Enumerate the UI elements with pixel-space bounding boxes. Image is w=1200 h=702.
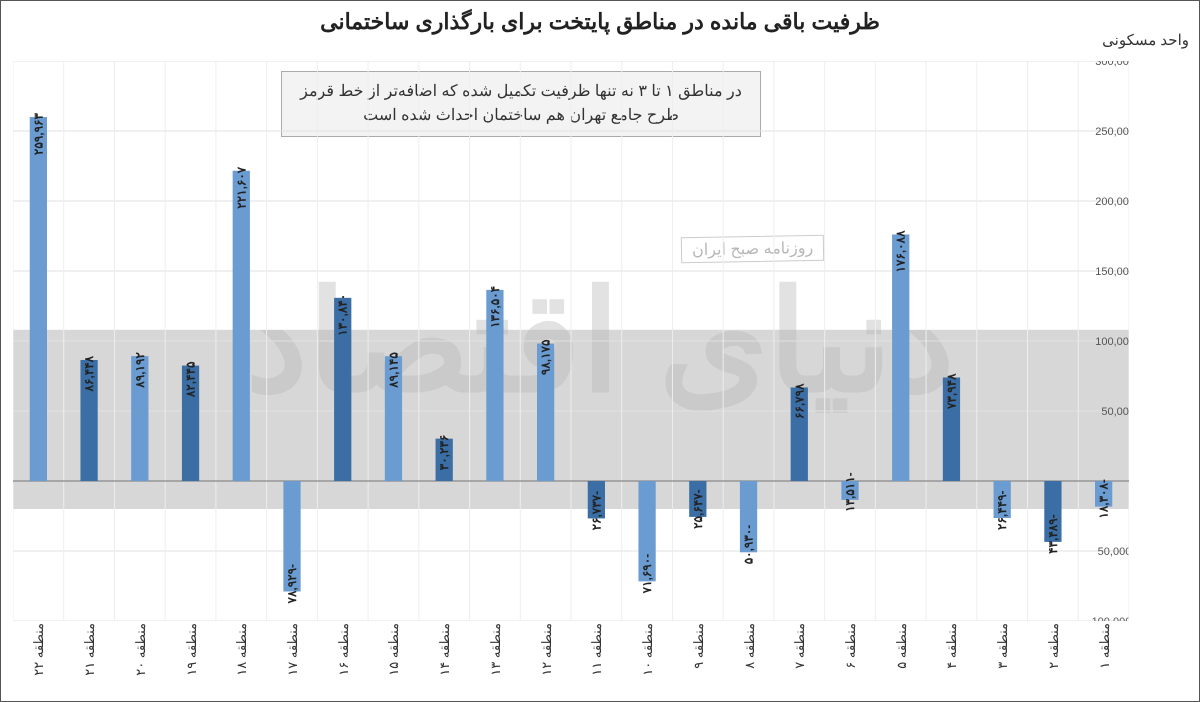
bar-label: -۷۱,۶۹۰ [640, 554, 654, 595]
x-category-label: منطقه ۴ [944, 623, 959, 669]
bar-label: ۶۶,۷۹۸ [792, 383, 806, 419]
x-category-label: منطقه ۱۵ [386, 623, 401, 676]
x-category-label: منطقه ۷ [792, 623, 807, 669]
bar-label: ۸۹,۱۹۲ [133, 352, 147, 389]
bar-label: -۱۸,۳۰۸ [1097, 479, 1111, 519]
x-category-label: منطقه ۱۰ [640, 623, 655, 676]
x-category-label: منطقه ۳ [995, 623, 1010, 669]
ytick-label: 200,000 [1095, 196, 1129, 208]
x-category-label: منطقه ۱۸ [234, 623, 249, 676]
x-category-label: منطقه ۲۱ [82, 623, 97, 676]
x-category-label: منطقه ۵ [894, 623, 909, 669]
ytick-label: 300,000 [1095, 61, 1129, 68]
bar-label: ۲۲۱,۶۰۷ [234, 166, 248, 209]
x-category-label: منطقه ۱۷ [285, 623, 300, 676]
bar-label: -۲۵,۶۴۷ [691, 489, 705, 529]
plot-area: -100,000-50,000050,000100,000150,000200,… [13, 61, 1129, 621]
ytick-label: -100,000 [1092, 616, 1129, 621]
ytick-label: 150,000 [1095, 266, 1129, 278]
bar-label: -۴۳,۴۸۹ [1046, 514, 1060, 554]
x-category-label: منطقه ۱۴ [437, 623, 452, 676]
x-category-label: منطقه ۱۱ [589, 623, 604, 676]
x-axis-labels: منطقه ۱ منطقه ۲ منطقه ۳ منطقه ۴ منطقه ۵ منطقه… [13, 623, 1129, 695]
bar-label: ۸۶,۴۴۸ [82, 355, 96, 392]
ytick-label: 50,000 [1101, 406, 1129, 418]
bar-label: ۱۳۶,۵۰۴ [488, 286, 502, 328]
x-category-label: منطقه ۲۲ [31, 623, 46, 676]
chart-container: ظرفیت باقی مانده در مناطق پایتخت برای با… [0, 0, 1200, 702]
x-category-label: منطقه ۲۰ [133, 623, 148, 676]
bar-label: ۸۲,۴۴۵ [184, 361, 198, 398]
bar-label: -۷۸,۹۲۹ [285, 564, 299, 605]
bar-label: ۳۰,۲۳۶ [437, 435, 451, 471]
x-category-label: منطقه ۶ [843, 623, 858, 669]
chart-title: ظرفیت باقی مانده در مناطق پایتخت برای با… [1, 9, 1199, 35]
x-category-label: منطقه ۱۶ [336, 623, 351, 676]
x-category-label: منطقه ۱۳ [488, 623, 503, 676]
x-category-label: منطقه ۱ [1097, 623, 1112, 669]
bar-label: -۲۶,۴۴۹ [995, 490, 1009, 530]
bar-label: -۱۳,۵۱۱ [843, 472, 857, 512]
bar-label: ۸۹,۱۴۵ [386, 352, 400, 389]
x-category-label: منطقه ۱۲ [539, 623, 554, 676]
bar-label: ۱۷۶,۰۸۸ [894, 230, 908, 273]
bar-label: -۲۶,۷۳۷ [589, 491, 603, 531]
bar-label: -۵۰,۹۳۰ [742, 525, 756, 565]
x-category-label: منطقه ۲ [1046, 623, 1061, 669]
bar-label: ۷۳,۹۴۸ [944, 373, 958, 410]
bar-label: ۹۸,۱۷۵ [539, 339, 553, 375]
x-category-label: منطقه ۹ [691, 623, 706, 669]
ytick-label: 250,000 [1095, 126, 1129, 138]
x-category-label: منطقه ۸ [742, 623, 757, 669]
bar-label: ۱۳۰,۸۴۰ [336, 294, 350, 336]
bar-series-b [30, 117, 47, 481]
bar-label: ۲۵۹,۹۶۳ [31, 113, 45, 156]
ytick-label: 100,000 [1095, 336, 1129, 348]
yaxis-title: واحد مسکونی [1102, 31, 1189, 49]
x-category-label: منطقه ۱۹ [184, 623, 199, 676]
ytick-label: -50,000 [1098, 546, 1129, 558]
bar-series-b [233, 171, 250, 481]
